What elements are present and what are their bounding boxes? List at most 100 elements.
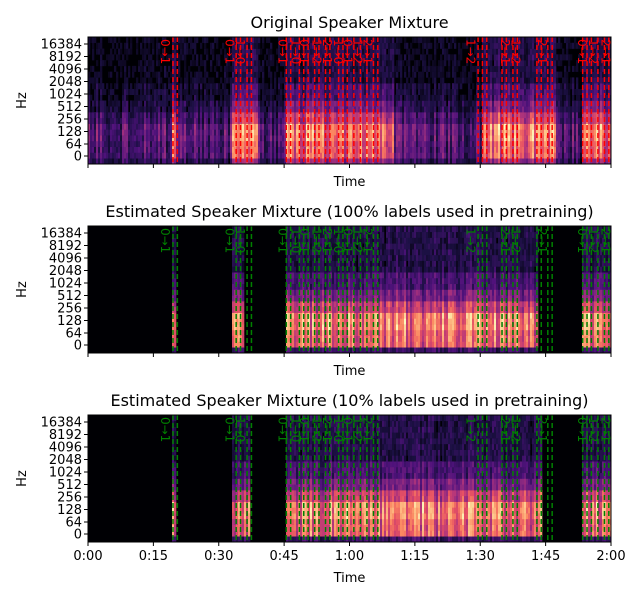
boundary-label: 0→1: [340, 228, 354, 253]
boundary-label: 2→1: [598, 417, 612, 442]
x-tick-label: 2:00: [596, 549, 625, 564]
y-tick-label: 0: [74, 528, 82, 543]
boundary-label: 1→0: [331, 39, 345, 64]
boundary-label: 1→2: [350, 228, 364, 253]
y-tick-label: 2048: [49, 453, 82, 468]
boundary-label: 0→1: [275, 39, 289, 64]
y-axis-label: Hz: [15, 92, 30, 109]
boundary-label: 1→0: [233, 417, 247, 442]
y-tick-label: 128: [57, 125, 82, 140]
boundary-label: 1→2: [464, 228, 478, 253]
boundary-label: 0→1: [223, 228, 237, 253]
boundary-label: 2→1: [535, 39, 549, 64]
y-tick-label: 256: [57, 302, 82, 317]
boundary-label: 1→0: [289, 228, 303, 253]
x-axis-label: Time: [333, 175, 366, 190]
x-tick-label: 1:15: [400, 549, 429, 564]
boundary-label: 0→1: [297, 228, 311, 253]
boundary-lines: [172, 415, 610, 542]
boundary-label: 1→2: [586, 228, 600, 253]
boundary-label: 2→1: [535, 228, 549, 253]
boundary-label: 0→1: [340, 417, 354, 442]
x-axis: 0:00 0:15 0:30 0:45 1:00 1:15 1:30 1:45 2:00: [73, 542, 626, 564]
boundary-lines: [172, 226, 610, 353]
boundary-label: 1→2: [350, 39, 364, 64]
boundary-label: 0→1: [158, 417, 172, 442]
boundary-label: 2→1: [498, 39, 512, 64]
boundary-label: 2→1: [320, 417, 334, 442]
y-tick-label: 4096: [49, 252, 82, 267]
y-tick-label: 8192: [49, 239, 82, 254]
boundary-label: 0→1: [223, 417, 237, 442]
boundary-label: 1→2: [586, 417, 600, 442]
y-tick-label: 2048: [49, 75, 82, 90]
y-tick-label: 8192: [49, 428, 82, 443]
boundary-label: 2→1: [320, 228, 334, 253]
y-tick-label: 16384: [41, 227, 82, 242]
boundary-label: 1→2: [309, 228, 323, 253]
y-tick-label: 4096: [49, 63, 82, 78]
boundary-label: 2→1: [498, 417, 512, 442]
spectrogram-panel-3: Estimated Speaker Mixture (10% labels us…: [15, 391, 626, 586]
x-tick-label: 1:30: [466, 549, 495, 564]
x-tick-label: 0:15: [139, 549, 168, 564]
y-tick-label: 64: [65, 516, 82, 531]
boundary-label: 0→1: [340, 39, 354, 64]
boundary-label: 1→0: [289, 417, 303, 442]
y-tick-label: 8192: [49, 50, 82, 65]
boundary-label: 0→1: [158, 228, 172, 253]
boundary-label: 1→2: [464, 417, 478, 442]
spectrogram-panel-2: Estimated Speaker Mixture (100% labels u…: [15, 202, 612, 379]
boundary-label: 2→1: [598, 39, 612, 64]
panel-title: Original Speaker Mixture: [250, 13, 448, 32]
boundary-label: 0→1: [275, 417, 289, 442]
boundary-labels: 0→1 0→11→0 0→1 1→00→11→22→11→00→11→22→1 1→2 2…: [158, 417, 612, 442]
y-tick-label: 512: [57, 478, 82, 493]
boundary-label: 1→2: [309, 39, 323, 64]
y-tick-label: 1024: [49, 88, 82, 103]
boundary-label: 0→1: [575, 417, 589, 442]
boundary-lines: [172, 37, 610, 164]
boundary-label: 1→0: [233, 39, 247, 64]
y-tick-label: 16384: [41, 38, 82, 53]
panel-title: Estimated Speaker Mixture (10% labels us…: [110, 391, 588, 410]
boundary-label: 1→2: [586, 39, 600, 64]
boundary-label: 1→0: [331, 228, 345, 253]
panel-title: Estimated Speaker Mixture (100% labels u…: [105, 202, 593, 221]
boundary-label: 0→1: [297, 39, 311, 64]
x-tick-label: 0:45: [270, 549, 299, 564]
y-tick-label: 256: [57, 491, 82, 506]
boundary-label: 1→2: [464, 39, 478, 64]
boundary-label: 0→1: [158, 39, 172, 64]
boundary-label: 0→1: [223, 39, 237, 64]
y-tick-label: 0: [74, 150, 82, 165]
boundary-label: 0→1: [575, 39, 589, 64]
x-axis-label: Time: [333, 364, 366, 379]
y-tick-label: 512: [57, 289, 82, 304]
x-tick-label: 1:45: [531, 549, 560, 564]
y-tick-label: 128: [57, 314, 82, 329]
boundary-label: 1→2: [309, 417, 323, 442]
boundary-label: 2→1: [360, 417, 374, 442]
boundary-label: 0→1: [297, 417, 311, 442]
x-axis: [87, 353, 612, 357]
boundary-label: 2→1: [535, 417, 549, 442]
boundary-label: 1→2: [509, 39, 523, 64]
boundary-label: 1→0: [331, 417, 345, 442]
y-tick-label: 512: [57, 100, 82, 115]
boundary-label: 2→1: [360, 39, 374, 64]
y-tick-label: 128: [57, 503, 82, 518]
y-tick-label: 256: [57, 113, 82, 128]
boundary-label: 2→1: [498, 228, 512, 253]
y-axis-label: Hz: [15, 281, 30, 298]
boundary-label: 2→1: [320, 39, 334, 64]
boundary-label: 1→2: [509, 228, 523, 253]
boundary-label: 1→2: [350, 417, 364, 442]
spectrogram-heatmap: [88, 37, 611, 164]
boundary-label: 2→1: [598, 228, 612, 253]
x-tick-label: 0:00: [73, 549, 102, 564]
